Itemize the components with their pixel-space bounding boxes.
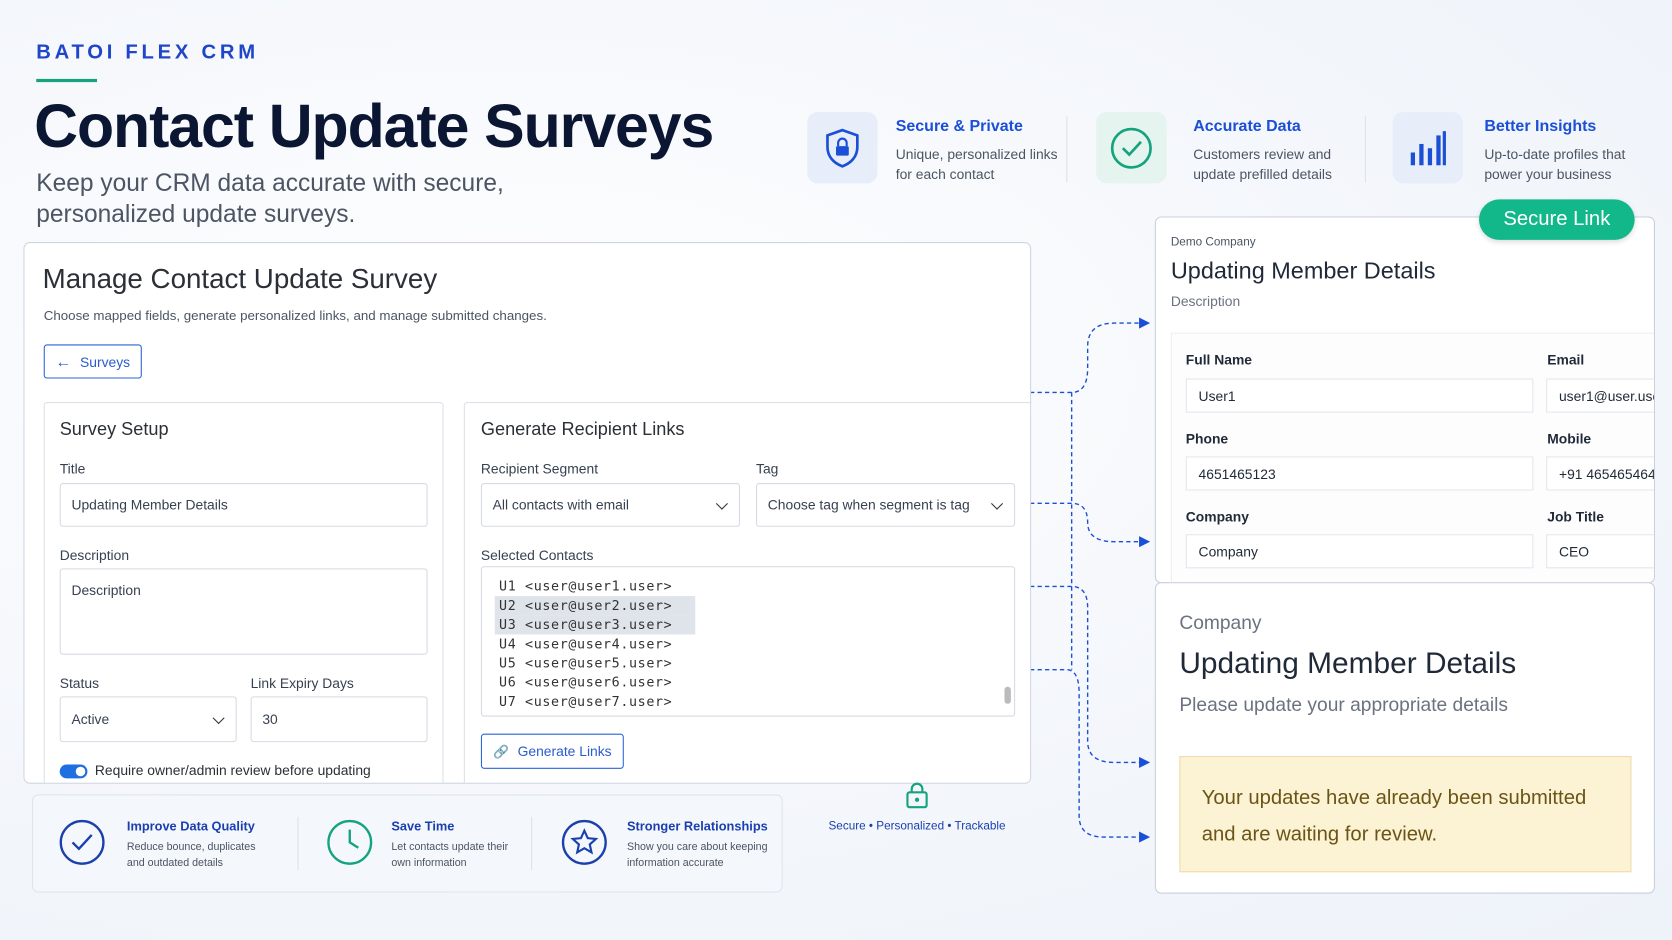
contacts-list[interactable]: U1 <user@user1.user> U2 <user@user2.user… bbox=[480, 566, 1016, 717]
back-button[interactable]: ← Surveys bbox=[43, 344, 142, 379]
form-preview: Demo Company Updating Member Details Des… bbox=[1154, 216, 1655, 584]
separator bbox=[1364, 116, 1366, 183]
toggle-label: Require owner/admin review before updati… bbox=[94, 762, 371, 779]
page-title: Contact Update Surveys bbox=[34, 92, 714, 162]
manage-panel: Manage Contact Update Survey Choose mapp… bbox=[23, 242, 1032, 784]
field-label: Email bbox=[1547, 351, 1585, 368]
submitted-preview: Company Updating Member Details Please u… bbox=[1154, 582, 1655, 894]
secure-link-badge: Secure Link bbox=[1478, 199, 1635, 240]
secure-caption: Secure • Personalized • Trackable bbox=[828, 820, 1006, 833]
back-button-label: Surveys bbox=[79, 353, 131, 370]
submitted-notice: Your updates have already been submitted… bbox=[1179, 756, 1632, 873]
label: Status bbox=[59, 674, 100, 691]
contact-option[interactable]: U7 <user@user7.user> bbox=[499, 693, 673, 710]
card-heading: Survey Setup bbox=[59, 419, 169, 440]
feature-title: Accurate Data bbox=[1193, 117, 1301, 136]
contact-option[interactable]: U2 <user@user2.user> bbox=[494, 596, 696, 616]
feature-icon bbox=[1392, 111, 1464, 184]
benefit-text: Show you care about keeping information … bbox=[627, 841, 768, 870]
recipients-card: Generate Recipient Links Recipient Segme… bbox=[463, 402, 1031, 783]
benefit-title: Improve Data Quality bbox=[126, 818, 255, 834]
feature-icon bbox=[1096, 111, 1167, 184]
field-label: Full Name bbox=[1185, 351, 1253, 368]
status-select[interactable]: Active bbox=[59, 696, 237, 743]
company: Company bbox=[1179, 612, 1262, 634]
field-input[interactable]: +91 4654654641 bbox=[1546, 456, 1654, 491]
feature-text: Up-to-date profiles that power your busi… bbox=[1484, 146, 1626, 183]
tag-select[interactable]: Choose tag when segment is tag bbox=[756, 483, 1016, 527]
expiry-input[interactable]: 30 bbox=[250, 696, 428, 743]
select-value: Choose tag when segment is tag bbox=[767, 496, 970, 513]
setup-card: Survey Setup Title Updating Member Detai… bbox=[43, 402, 444, 783]
label: Tag bbox=[756, 460, 779, 477]
panel-title: Manage Contact Update Survey bbox=[42, 262, 438, 295]
description-input[interactable]: Description bbox=[59, 568, 428, 655]
field-label: Job Title bbox=[1547, 508, 1604, 525]
label: Description bbox=[59, 547, 130, 564]
page-subtitle: Keep your CRM data accurate with secure,… bbox=[36, 168, 504, 228]
separator bbox=[1066, 116, 1068, 183]
toggle[interactable] bbox=[59, 764, 88, 779]
contact-option[interactable]: U5 <user@user5.user> bbox=[499, 654, 673, 671]
benefit-icon bbox=[327, 819, 373, 865]
title-input[interactable]: Updating Member Details bbox=[59, 483, 428, 527]
placeholder: Description bbox=[71, 582, 141, 599]
field-label: Company bbox=[1185, 508, 1249, 525]
field-label: Mobile bbox=[1547, 430, 1592, 447]
label: Title bbox=[59, 460, 86, 477]
field-input[interactable]: user1@user.use bbox=[1546, 378, 1654, 413]
label: Recipient Segment bbox=[480, 460, 599, 477]
label: Link Expiry Days bbox=[250, 674, 354, 691]
contact-option[interactable]: U6 <user@user6.user> bbox=[499, 673, 673, 690]
lock-icon bbox=[906, 782, 928, 809]
feature-text: Customers review and update prefilled de… bbox=[1193, 146, 1332, 183]
field-label: Phone bbox=[1185, 430, 1229, 447]
contact-option[interactable]: U1 <user@user1.user> bbox=[499, 577, 673, 594]
label: Selected Contacts bbox=[480, 547, 594, 564]
submitted-title: Updating Member Details bbox=[1179, 646, 1517, 680]
benefits-bar: Improve Data Quality Reduce bounce, dupl… bbox=[31, 794, 783, 893]
field-input[interactable]: Company bbox=[1185, 534, 1534, 569]
field-input[interactable]: 4651465123 bbox=[1185, 456, 1534, 491]
feature-title: Secure & Private bbox=[895, 117, 1023, 136]
company: Demo Company bbox=[1170, 235, 1256, 249]
field-input[interactable]: CEO bbox=[1546, 534, 1654, 569]
form-title: Updating Member Details bbox=[1170, 256, 1436, 284]
benefit-icon bbox=[561, 819, 607, 865]
segment-select[interactable]: All contacts with email bbox=[480, 483, 741, 527]
brand-underline bbox=[36, 78, 98, 83]
button-label: Generate Links bbox=[517, 743, 612, 760]
brand: BATOI FLEX CRM bbox=[36, 41, 259, 64]
contact-option[interactable]: U4 <user@user4.user> bbox=[499, 635, 673, 652]
benefit-text: Reduce bounce, duplicates and outdated d… bbox=[126, 841, 256, 870]
panel-description: Choose mapped fields, generate personali… bbox=[43, 308, 547, 324]
scrollbar[interactable] bbox=[1004, 686, 1011, 704]
field-input[interactable]: User1 bbox=[1185, 378, 1534, 413]
feature-text: Unique, personalized links for each cont… bbox=[895, 146, 1058, 183]
select-value: All contacts with email bbox=[492, 496, 630, 513]
form-description: Description bbox=[1170, 293, 1241, 310]
feature-icon bbox=[807, 111, 878, 184]
card-heading: Generate Recipient Links bbox=[480, 419, 685, 440]
generate-button[interactable]: 🔗 Generate Links bbox=[480, 733, 624, 769]
benefit-icon bbox=[59, 819, 105, 865]
benefit-title: Save Time bbox=[391, 818, 455, 834]
feature-title: Better Insights bbox=[1484, 117, 1597, 136]
benefit-title: Stronger Relationships bbox=[627, 818, 768, 834]
submitted-subtitle: Please update your appropriate details bbox=[1179, 694, 1509, 716]
benefit-text: Let contacts update their own informatio… bbox=[391, 841, 509, 870]
select-value: Active bbox=[71, 711, 110, 728]
contact-option[interactable]: U3 <user@user3.user> bbox=[494, 615, 696, 635]
